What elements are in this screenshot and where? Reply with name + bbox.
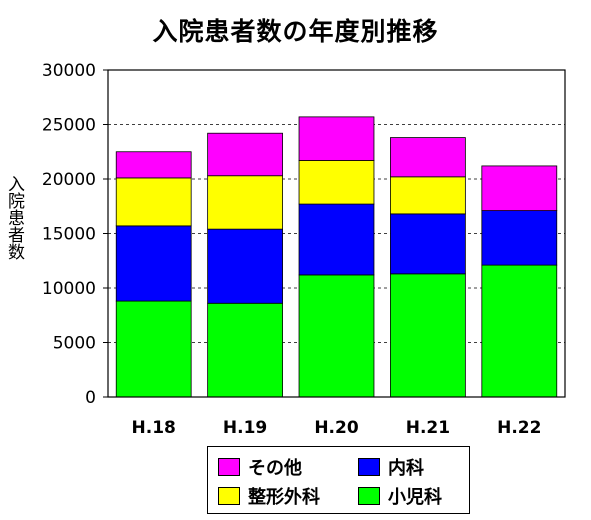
legend-label-shonika: 小児科 <box>388 487 442 508</box>
legend-label-seikei: 整形外科 <box>248 487 320 508</box>
legend-swatch-shonika <box>358 487 380 505</box>
bar-H.19-series-1 <box>207 228 283 304</box>
bar-H.18-series-2 <box>115 177 192 227</box>
legend-item-shonika: 小児科 <box>358 483 442 509</box>
y-tick-label-20000: 20000 <box>42 170 96 190</box>
bars <box>115 116 558 398</box>
legend-swatch-naika <box>358 458 380 476</box>
y-tick-label-15000: 15000 <box>42 225 96 245</box>
legend-item-sonota: その他 <box>218 454 302 480</box>
bar-H.19-series-3 <box>207 132 283 177</box>
bar-H.20-series-2 <box>298 160 375 205</box>
bar-H.19-series-2 <box>207 175 283 230</box>
bar-H.20-series-1 <box>298 203 375 276</box>
y-tick-label-30000: 30000 <box>42 61 96 81</box>
legend-label-sonota: その他 <box>248 458 302 479</box>
x-tick-label-H.22: H.22 <box>497 418 541 438</box>
x-tick-label-H.21: H.21 <box>406 418 450 438</box>
y-tick-label-25000: 25000 <box>42 116 96 136</box>
legend-swatch-seikei <box>218 487 240 505</box>
x-ticks: H.18 H.19 H.20 H.21 H.22 <box>132 418 542 438</box>
bar-H.22-series-3 <box>481 165 558 212</box>
chart-title: 入院患者数の年度別推移 <box>152 17 439 46</box>
x-tick-label-H.20: H.20 <box>314 418 359 438</box>
y-tick-label-10000: 10000 <box>42 279 96 299</box>
y-axis-label: 入院患者数 <box>4 175 24 260</box>
bar-H.18-series-1 <box>115 225 192 302</box>
y-ticks: 0 5000 10000 15000 20000 25000 30000 <box>42 61 108 408</box>
bar-H.22-series-1 <box>481 210 558 266</box>
legend-label-naika: 内科 <box>388 458 424 479</box>
bar-H.21-series-1 <box>390 213 466 275</box>
bar-H.21-series-0 <box>390 273 466 398</box>
bar-H.20-series-0 <box>298 274 375 398</box>
legend: その他 内科 整形外科 小児科 <box>207 446 470 514</box>
bar-H.19-series-0 <box>207 302 283 398</box>
bar-H.21-series-2 <box>390 176 466 215</box>
bar-H.18-series-0 <box>115 300 192 398</box>
bar-H.22-series-0 <box>481 264 558 398</box>
y-tick-label-0: 0 <box>85 388 96 408</box>
bar-H.21-series-3 <box>390 137 466 178</box>
bar-H.20-series-3 <box>298 116 375 161</box>
x-tick-label-H.19: H.19 <box>223 418 267 438</box>
y-tick-label-5000: 5000 <box>53 334 96 354</box>
legend-item-seikei: 整形外科 <box>218 483 320 509</box>
x-tick-label-H.18: H.18 <box>132 418 176 438</box>
legend-item-naika: 内科 <box>358 454 424 480</box>
legend-swatch-sonota <box>218 458 240 476</box>
bar-H.18-series-3 <box>115 151 192 179</box>
